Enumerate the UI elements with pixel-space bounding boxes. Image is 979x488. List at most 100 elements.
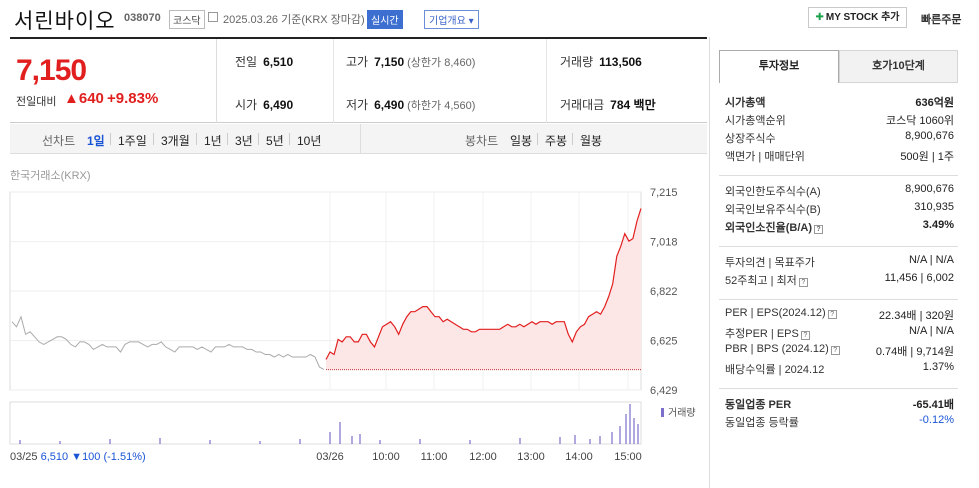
candle-daily[interactable]: 일봉 — [510, 134, 533, 148]
today-price-line — [325, 208, 642, 360]
info-row: 52주최고 | 최저? 11,456 | 6,002 — [719, 270, 958, 288]
volume-plot-area — [9, 401, 642, 445]
period-3y[interactable]: 3년 — [235, 134, 253, 148]
volume-legend-swatch — [661, 408, 664, 417]
volume-cell: 거래량 113,506 — [560, 55, 642, 69]
intraday-price-chart[interactable]: 7,215 7,018 6,822 6,625 6,429 거래량 03/26 10:00 11… — [0, 180, 709, 480]
period-1d[interactable]: 1일 — [87, 134, 105, 148]
info-row: 액면가 | 매매단위 500원 | 1주 — [719, 146, 958, 164]
plus-icon: ✚ — [815, 12, 824, 23]
company-overview-dropdown[interactable]: 기업개요 ▾ — [424, 10, 479, 29]
y-tick-label: 7,215 — [650, 187, 678, 199]
x-tick-label: 03/26 — [316, 451, 344, 463]
info-divider — [719, 388, 958, 389]
stock-header: 서린바이오 038070 코스닥 2025.03.26 기준(KRX 장마감) … — [0, 0, 979, 36]
info-row: 시가총액순위 코스닥 1060위 — [719, 110, 958, 128]
help-icon[interactable]: ? — [827, 310, 837, 319]
x-tick-label: 14:00 — [565, 451, 593, 463]
info-key: 시가총액 — [725, 97, 766, 109]
period-1y[interactable]: 1년 — [204, 134, 222, 148]
info-key: 외국인소진율(B/A)? — [725, 219, 823, 235]
info-row: 배당수익률 | 2024.12 1.37% — [719, 359, 958, 377]
info-divider — [719, 246, 958, 247]
info-value: 500원 | 1주 — [900, 151, 954, 163]
x-tick-label: 11:00 — [421, 451, 448, 463]
quick-order-link[interactable]: 빠른주문 — [921, 14, 962, 26]
info-value: 8,900,676 — [905, 130, 954, 142]
help-icon[interactable]: ? — [798, 278, 808, 287]
market-badge: 코스닥 — [169, 10, 205, 29]
info-key: 외국인한도주식수(A) — [725, 186, 821, 198]
prev-day-summary: 03/25 6,510 ▼100 (-1.51%) — [10, 451, 146, 463]
info-value: 8,900,676 — [905, 183, 954, 195]
info-value: 3.49% — [922, 219, 954, 231]
help-icon[interactable]: ? — [830, 346, 840, 355]
info-row: 상장주식수 8,900,676 — [719, 128, 958, 146]
info-row: PER | EPS(2024.12)? 22.34배 | 320원 — [719, 305, 958, 323]
tab-investment-info[interactable]: 투자정보 — [719, 50, 839, 83]
amount-cell: 거래대금 784 백만 — [560, 98, 656, 112]
compare-label: 전일대비 — [16, 96, 57, 108]
info-row: 추정PER | EPS? N/A | N/A — [719, 323, 958, 341]
y-tick-label: 6,429 — [650, 385, 678, 397]
chart-period-bar: 선차트 1일 1주일 3개월 1년 3년 5년 10년 봉차트 일봉 주봉 월봉 — [10, 124, 707, 154]
info-value: 코스닥 1060위 — [885, 115, 954, 127]
info-key: PER | EPS(2024.12)? — [725, 307, 837, 319]
y-tick-label: 7,018 — [650, 237, 678, 249]
stock-name: 서린바이오 — [14, 10, 116, 33]
period-3m[interactable]: 3개월 — [161, 134, 190, 148]
period-5y[interactable]: 5년 — [266, 134, 284, 148]
info-value: 0.74배 | 9,714원 — [875, 346, 954, 358]
info-value: 1.37% — [922, 361, 954, 373]
help-icon[interactable]: ? — [800, 331, 810, 340]
y-tick-label: 6,822 — [650, 286, 678, 298]
info-row: 동일업종 PER -65.41배 — [719, 394, 958, 412]
prev-day-line — [11, 315, 325, 371]
price-summary: 7,150 전일대비 ▲640 +9.83% 전일 6,510 시가 6,490 고… — [10, 37, 707, 123]
base-date: 2025.03.26 기준(KRX 장마감) — [223, 14, 365, 26]
info-key: 상장주식수 — [725, 133, 776, 145]
info-value: -65.41배 — [912, 399, 954, 411]
current-price-panel: 7,150 전일대비 ▲640 +9.83% — [10, 39, 217, 123]
info-row: 외국인보유주식수(B) 310,935 — [719, 199, 958, 217]
line-chart-label: 선차트 — [42, 134, 76, 148]
info-value: 636억원 — [915, 97, 954, 109]
calendar-icon — [208, 12, 218, 22]
info-value: N/A | N/A — [908, 325, 954, 337]
low-cell: 저가 6,490 (하한가 4,560) — [346, 98, 476, 112]
help-icon[interactable]: ? — [814, 225, 823, 234]
period-1w[interactable]: 1주일 — [118, 134, 147, 148]
info-key: 외국인보유주식수(B) — [725, 204, 821, 216]
candle-weekly[interactable]: 주봉 — [545, 134, 568, 148]
info-key: 액면가 | 매매단위 — [725, 151, 805, 163]
realtime-button[interactable]: 실시간 — [367, 10, 403, 29]
period-10y[interactable]: 10년 — [297, 134, 322, 148]
info-value: 310,935 — [914, 201, 954, 213]
info-row: 투자의견 | 목표주가 N/A | N/A — [719, 252, 958, 270]
info-key: PBR | BPS (2024.12)? — [725, 343, 840, 355]
tab-order-book[interactable]: 호가10단계 — [839, 50, 958, 83]
stock-code: 038070 — [124, 12, 161, 24]
info-value: 11,456 | 6,002 — [884, 272, 954, 284]
info-divider — [719, 299, 958, 300]
mystock-add-button[interactable]: ✚ MY STOCK 추가 — [808, 7, 907, 28]
info-key: 배당수익률 | 2024.12 — [725, 364, 825, 376]
info-value: N/A | N/A — [908, 254, 954, 266]
volume-legend-label: 거래량 — [668, 407, 696, 419]
info-row: 외국인소진율(B/A)? 3.49% — [719, 217, 958, 235]
high-cell: 고가 7,150 (상한가 8,460) — [346, 55, 476, 69]
mystock-label: MY STOCK 추가 — [825, 12, 900, 23]
price-change-rate: +9.83% — [107, 90, 159, 107]
info-divider — [719, 175, 958, 176]
current-price: 7,150 — [16, 54, 87, 87]
info-row: PBR | BPS (2024.12)? 0.74배 | 9,714원 — [719, 341, 958, 359]
candle-monthly[interactable]: 월봉 — [580, 134, 603, 148]
info-value: 22.34배 | 320원 — [878, 310, 954, 322]
x-tick-label: 13:00 — [517, 451, 545, 463]
info-key: 동일업종 PER — [725, 399, 792, 411]
info-row: 외국인한도주식수(A) 8,900,676 — [719, 181, 958, 199]
info-tabs: 투자정보 호가10단계 — [719, 50, 958, 83]
today-area-fill — [326, 208, 641, 370]
candle-chart-label: 봉차트 — [465, 134, 499, 148]
info-key: 52주최고 | 최저? — [725, 272, 808, 288]
